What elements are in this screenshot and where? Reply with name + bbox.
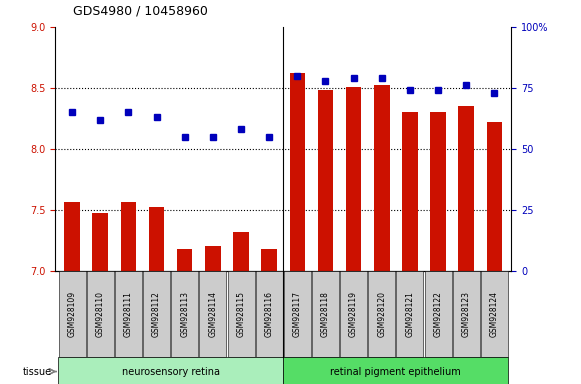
Text: GSM928112: GSM928112 bbox=[152, 291, 161, 337]
Bar bbox=[92, 214, 108, 271]
Bar bbox=[233, 232, 249, 271]
Bar bbox=[458, 106, 474, 271]
Text: GSM928123: GSM928123 bbox=[462, 291, 471, 337]
Bar bbox=[261, 249, 277, 271]
Text: GSM928117: GSM928117 bbox=[293, 291, 302, 337]
Text: GDS4980 / 10458960: GDS4980 / 10458960 bbox=[73, 4, 207, 17]
Text: GSM928110: GSM928110 bbox=[96, 291, 105, 337]
Bar bbox=[121, 202, 136, 271]
Text: GSM928118: GSM928118 bbox=[321, 291, 330, 337]
Text: retinal pigment epithelium: retinal pigment epithelium bbox=[331, 366, 461, 377]
Text: GSM928109: GSM928109 bbox=[67, 291, 77, 337]
Text: GSM928115: GSM928115 bbox=[236, 291, 246, 337]
Text: tissue: tissue bbox=[23, 366, 52, 377]
Text: GSM928111: GSM928111 bbox=[124, 291, 133, 337]
Bar bbox=[64, 202, 80, 271]
Bar bbox=[402, 112, 418, 271]
Bar bbox=[374, 85, 389, 271]
Bar bbox=[346, 87, 361, 271]
Bar bbox=[487, 122, 502, 271]
Text: neurosensory retina: neurosensory retina bbox=[121, 366, 220, 377]
Text: GSM928116: GSM928116 bbox=[265, 291, 274, 337]
Bar bbox=[205, 247, 221, 271]
Text: GSM928120: GSM928120 bbox=[377, 291, 386, 337]
Bar bbox=[431, 112, 446, 271]
Text: GSM928121: GSM928121 bbox=[406, 291, 414, 337]
Bar bbox=[177, 249, 192, 271]
Bar bbox=[149, 207, 164, 271]
Bar bbox=[318, 90, 333, 271]
Text: GSM928114: GSM928114 bbox=[209, 291, 217, 337]
Text: GSM928113: GSM928113 bbox=[180, 291, 189, 337]
Text: GSM928119: GSM928119 bbox=[349, 291, 358, 337]
Text: GSM928124: GSM928124 bbox=[490, 291, 499, 337]
Text: GSM928122: GSM928122 bbox=[433, 291, 443, 337]
Bar bbox=[289, 73, 305, 271]
